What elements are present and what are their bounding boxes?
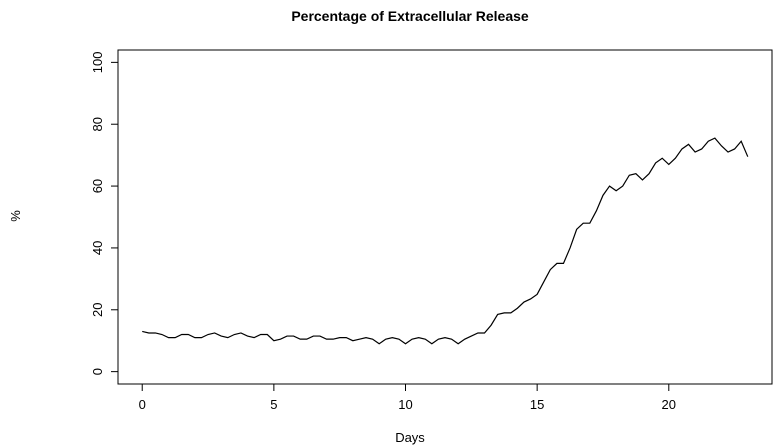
plot-box — [117, 49, 773, 385]
y-tick-label: 40 — [90, 241, 105, 255]
chart-title: Percentage of Extracellular Release — [291, 8, 529, 24]
x-tick-label: 10 — [398, 397, 412, 412]
y-axis-label: % — [8, 210, 23, 222]
x-tick-label: 15 — [530, 397, 544, 412]
y-tick-label: 20 — [90, 303, 105, 317]
x-tick-label: 0 — [139, 397, 146, 412]
x-tick-label: 5 — [270, 397, 277, 412]
x-axis-label: Days — [395, 430, 425, 445]
y-tick-label: 80 — [90, 117, 105, 131]
y-tick-label: 100 — [90, 52, 105, 74]
y-tick-label: 0 — [90, 368, 105, 375]
y-tick-label: 60 — [90, 179, 105, 193]
data-line — [142, 137, 749, 345]
x-tick-label: 20 — [662, 397, 676, 412]
